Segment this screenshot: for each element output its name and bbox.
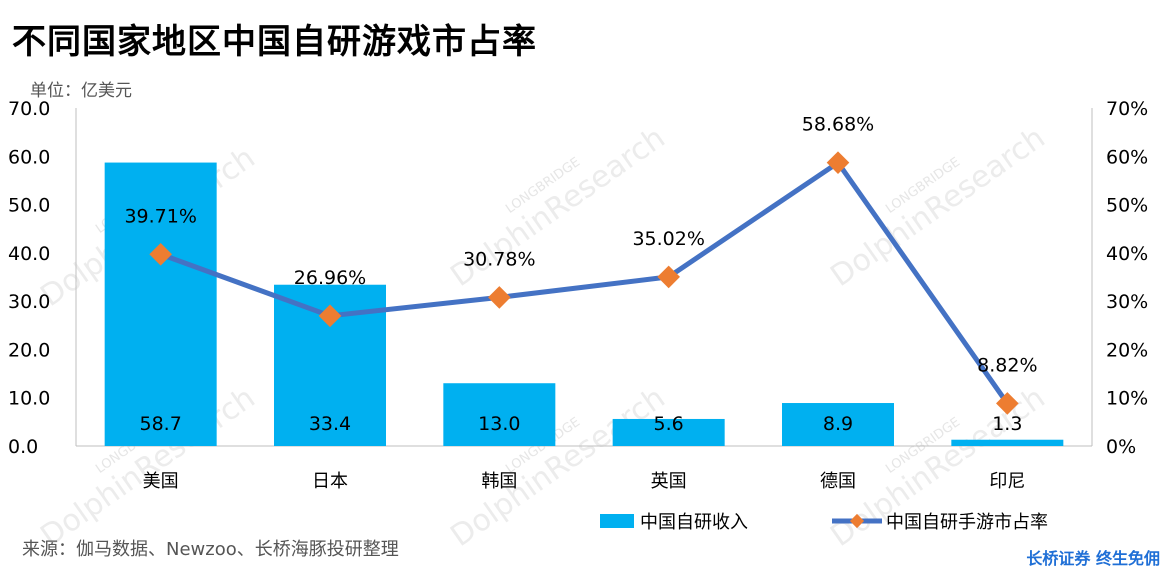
x-tick-label: 英国 [651, 471, 687, 492]
x-tick-label: 日本 [312, 471, 348, 492]
y-right-tick-label: 30% [1106, 291, 1148, 313]
line-value-label: 35.02% [632, 228, 704, 250]
y-right-tick-label: 10% [1106, 388, 1148, 410]
bar-value-label: 33.4 [309, 413, 351, 435]
bar [104, 162, 217, 446]
bar-data-labels: 58.7 33.4 13.0 5.6 8.9 1.3 [140, 413, 1023, 435]
y-right-tick-label: 20% [1106, 339, 1148, 361]
line-point [488, 286, 511, 309]
chart-title: 不同国家地区中国自研游戏市占率 [12, 22, 537, 62]
unit-label: 单位：亿美元 [30, 81, 132, 101]
y-left-tick-label: 10.0 [8, 388, 50, 410]
y-left-tick-label: 0.0 [8, 436, 38, 458]
line-value-label: 8.82% [977, 354, 1037, 376]
y-left-tick-label: 20.0 [8, 339, 50, 361]
bar [443, 383, 556, 446]
line-value-label: 39.71% [124, 205, 196, 227]
line-point [657, 265, 680, 289]
y-left-tick-label: 30.0 [8, 291, 50, 313]
x-tick-label: 印尼 [989, 471, 1025, 492]
legend-bar-label: 中国自研收入 [640, 512, 748, 533]
line-point [996, 392, 1019, 415]
y-left-tick-label: 60.0 [8, 146, 50, 168]
x-tick-label: 美国 [143, 471, 179, 492]
y-right-tick-label: 40% [1106, 243, 1148, 265]
source-note: 来源：伽马数据、Newzoo、长桥海豚投研整理 [22, 539, 399, 560]
line-value-label: 58.68% [802, 114, 874, 136]
y-right-tick-label: 70% [1106, 98, 1148, 120]
y-right-tick-label: 60% [1106, 146, 1148, 168]
y-left-tick-label: 70.0 [8, 98, 50, 120]
y-left-tick-label: 40.0 [8, 243, 50, 265]
legend-line-marker [849, 513, 865, 529]
y-right-tick-label: 50% [1106, 195, 1148, 217]
bar-series [104, 162, 1064, 446]
bar [951, 439, 1064, 446]
line-data-labels: 39.71% 26.96% 30.78% 35.02% 58.68% 8.82% [124, 114, 1037, 377]
y-right-tick-label: 0% [1106, 436, 1136, 458]
brand-slogan: 长桥证券 终生免佣 [1026, 549, 1160, 568]
bar-value-label: 13.0 [478, 413, 520, 435]
watermark-large-text: DolphinResearch [824, 120, 1051, 294]
y-left-tick-label: 50.0 [8, 195, 50, 217]
legend: 中国自研收入 中国自研手游市占率 [600, 512, 1048, 533]
series-line [159, 160, 1010, 405]
bar [782, 403, 894, 446]
bar-value-label: 58.7 [140, 413, 182, 435]
bar [612, 418, 725, 446]
line-value-label: 30.78% [463, 248, 535, 270]
x-tick-label: 德国 [820, 471, 856, 492]
bar-value-label: 1.3 [992, 413, 1022, 435]
chart-axes: 0.0 10.0 20.0 30.0 40.0 50.0 60.0 70.0 0% 10% 20% 3… [8, 98, 1148, 492]
bar-value-label: 8.9 [823, 413, 853, 435]
line-value-label: 26.96% [294, 267, 366, 289]
bar-value-label: 5.6 [654, 413, 684, 435]
legend-bar-swatch [600, 514, 634, 528]
x-tick-label: 韩国 [481, 471, 517, 492]
legend-line-label: 中国自研手游市占率 [886, 512, 1048, 533]
line-point [318, 304, 342, 328]
